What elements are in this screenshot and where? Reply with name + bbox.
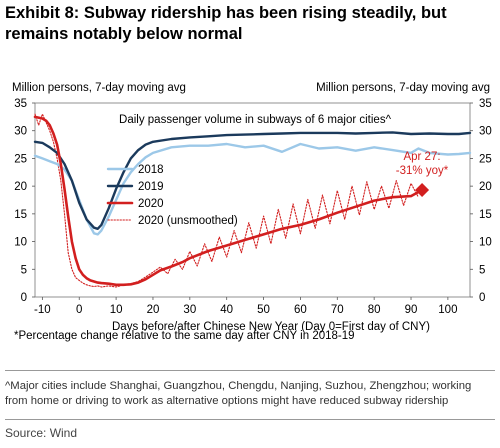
y-axis-label-left: Million persons, 7-day moving avg — [12, 82, 186, 94]
x-tick-label: 30 — [183, 304, 196, 316]
series-line-2019 — [33, 131, 472, 231]
page-title: Exhibit 8: Subway ridership has been ris… — [5, 4, 447, 43]
x-tick-label: 0 — [76, 304, 82, 316]
annotation-text-line2: -31% yoy* — [396, 165, 449, 177]
y-tick-label-right: 25 — [479, 153, 492, 165]
y-tick-label-left: 5 — [21, 264, 27, 276]
x-axis-label: Days before/after Chinese New Year (Day … — [112, 321, 430, 333]
chart-labels: Million persons, 7-day moving avg Million… — [12, 82, 490, 333]
y-tick-label-left: 0 — [21, 292, 27, 304]
legend-label-2020: 2020 — [138, 198, 164, 210]
y-axis-label-right: Million persons, 7-day moving avg — [316, 82, 490, 94]
y-tick-label-left: 20 — [14, 181, 27, 193]
chart-subtitle: Daily passenger volume in subways of 6 m… — [119, 114, 392, 126]
source-label: Source: Wind — [5, 426, 78, 440]
annotation-text-line1: Apr 27: — [403, 151, 440, 163]
series-line-2020-unsmoothed- — [34, 113, 419, 288]
y-tick-label-right: 35 — [479, 98, 492, 110]
y-tick-label-right: 5 — [479, 264, 485, 276]
x-tick-label: 10 — [110, 304, 123, 316]
divider-bottom — [5, 419, 495, 420]
legend-label-2018: 2018 — [138, 164, 164, 176]
x-tick-label: -10 — [34, 304, 51, 316]
x-tick-label: 40 — [220, 304, 233, 316]
x-tick-label: 20 — [147, 304, 160, 316]
legend-label-2019: 2019 — [138, 181, 164, 193]
x-tick-label: 50 — [257, 304, 270, 316]
y-tick-label-right: 10 — [479, 237, 492, 249]
x-tick-label: 70 — [331, 304, 344, 316]
chart-legend: 2018 2019 2020 2020 (unsmoothed) — [106, 164, 238, 227]
legend-label-2020-unsmoothed-: 2020 (unsmoothed) — [138, 215, 238, 227]
chart-series — [33, 113, 472, 288]
plot-frame — [34, 102, 471, 298]
y-tick-label-left: 30 — [14, 126, 27, 138]
y-tick-label-left: 35 — [14, 98, 27, 110]
y-tick-label-right: 15 — [479, 209, 492, 221]
x-tick-label: 80 — [368, 304, 381, 316]
x-tick-label: 100 — [438, 304, 457, 316]
x-tick-label: 90 — [405, 304, 418, 316]
y-tick-label-left: 25 — [14, 153, 27, 165]
y-tick-label-right: 20 — [479, 181, 492, 193]
divider-top — [5, 370, 495, 371]
y-tick-label-left: 10 — [14, 237, 27, 249]
x-tick-label: 60 — [294, 304, 307, 316]
footnote-star: *Percentage change relative to the same … — [14, 330, 355, 342]
footnote-caret: ^Major cities include Shanghai, Guangzho… — [5, 380, 472, 407]
annotation-marker — [415, 183, 430, 198]
y-tick-label-right: 30 — [479, 126, 492, 138]
series-line-2020 — [33, 115, 424, 287]
y-tick-label-left: 15 — [14, 209, 27, 221]
y-tick-label-right: 0 — [479, 292, 485, 304]
